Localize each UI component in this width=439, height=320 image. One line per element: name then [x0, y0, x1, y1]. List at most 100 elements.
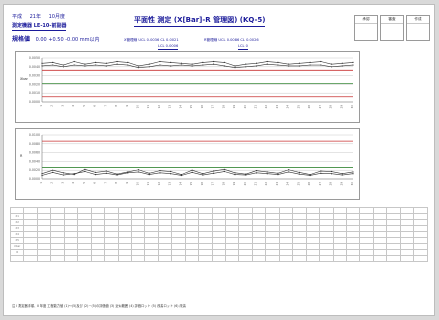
- data-point: [116, 60, 118, 63]
- x-tick-label: 23: [275, 182, 279, 186]
- x-tick-label: 27: [318, 182, 322, 186]
- data-point: [159, 64, 161, 66]
- data-point: [62, 64, 65, 66]
- data-point: [234, 172, 236, 174]
- table-cell: [278, 255, 294, 262]
- data-point: [148, 63, 150, 65]
- y-tick-label: 0.0050: [29, 56, 40, 60]
- data-point: [62, 172, 65, 174]
- data-point: [191, 65, 193, 67]
- data-point: [277, 172, 279, 174]
- table-row: X1: [9, 213, 428, 220]
- data-point: [255, 172, 258, 174]
- data-point: [84, 63, 86, 65]
- x-tick-label: 23: [275, 105, 279, 109]
- data-point: [212, 60, 215, 63]
- header-block: 平成 21年 10月度 測定機器 LE-10-前副器 規格値 0.00 +0.5…: [12, 13, 100, 43]
- data-point: [191, 169, 193, 171]
- table-cell: [399, 255, 415, 262]
- series-line-1: [41, 61, 354, 67]
- report-page: 平成 21年 10月度 測定機器 LE-10-前副器 規格値 0.00 +0.5…: [3, 4, 435, 316]
- table-cell: [171, 255, 186, 262]
- data-point: [330, 66, 333, 68]
- x-tick-label: 30: [350, 105, 354, 109]
- data-point: [309, 174, 311, 177]
- data-point: [105, 62, 107, 64]
- y-tick-label: 0.0020: [29, 168, 40, 172]
- data-point: [95, 61, 97, 63]
- data-point: [288, 171, 290, 173]
- table-cell: [211, 255, 227, 262]
- table-cell: [292, 255, 307, 262]
- x-tick-label: 6: [93, 182, 97, 184]
- stamp-label-author: 作成: [407, 16, 429, 24]
- data-point: [62, 174, 65, 176]
- data-point: [352, 61, 354, 63]
- data-point: [180, 174, 183, 177]
- table-cell: [413, 255, 428, 262]
- table-cell: [319, 255, 334, 262]
- footer-note: 注 Ⅰ 測定器手順、Ⅱ 年度 工程能力値 (1)～(5)及び (2)－(5)の評…: [12, 304, 186, 308]
- data-point: [41, 62, 43, 64]
- x-tick-label: 15: [189, 105, 193, 109]
- range-spec-line2: LCL 0: [238, 44, 248, 50]
- table-cell: [104, 255, 119, 262]
- y-tick-label: 0.0000: [29, 177, 40, 181]
- x-tick-label: 21: [253, 182, 257, 186]
- header-month: 10月度: [48, 14, 65, 20]
- data-point: [148, 174, 150, 176]
- data-point: [137, 169, 140, 171]
- header-period: 平成 21年 10月度: [12, 13, 100, 20]
- data-point: [298, 171, 300, 173]
- data-point: [266, 171, 268, 173]
- x-tick-label: 28: [329, 182, 333, 186]
- x-tick-label: 2: [50, 105, 54, 107]
- stamp-label-approve: 承認: [355, 16, 377, 24]
- data-point: [41, 174, 43, 177]
- data-point: [212, 63, 215, 65]
- x-tick-label: 29: [339, 105, 343, 109]
- data-point: [84, 65, 86, 67]
- header-era: 平成: [12, 14, 23, 20]
- data-point: [288, 63, 290, 65]
- x-tick-label: 21: [253, 105, 257, 109]
- data-point: [266, 60, 268, 63]
- x-tick-label: 7: [103, 182, 107, 184]
- x-tick-label: 15: [189, 182, 193, 186]
- range-spec-line1: R管理線 UCL 0.0086 CL 0.0026: [204, 38, 259, 42]
- range-control-spec: R管理線 UCL 0.0086 CL 0.0026 LCL 0: [204, 37, 259, 50]
- x-tick-label: 27: [318, 105, 322, 109]
- data-point: [180, 64, 183, 66]
- y-tick-label: 0.0020: [29, 82, 40, 86]
- x-tick-label: 20: [243, 105, 247, 109]
- data-point: [148, 66, 150, 68]
- table-cell: [238, 255, 253, 262]
- x-tick-label: 4: [71, 105, 75, 107]
- data-point: [127, 172, 129, 174]
- data-point: [127, 171, 129, 173]
- x-tick-label: 25: [296, 182, 300, 186]
- x-tick-label: 22: [264, 182, 268, 186]
- data-point: [288, 169, 290, 171]
- x-tick-label: 19: [232, 182, 236, 186]
- data-point: [277, 64, 279, 66]
- data-point: [73, 64, 75, 66]
- spec-label: 規格値: [12, 36, 31, 43]
- data-point: [277, 174, 279, 176]
- x-tick-label: 5: [82, 105, 86, 107]
- x-tick-label: 17: [211, 182, 215, 186]
- data-point: [116, 173, 118, 175]
- author-stamp-box: 作成: [406, 15, 430, 41]
- data-point: [223, 168, 225, 170]
- x-tick-label: 4: [71, 182, 75, 184]
- data-point: [73, 173, 75, 175]
- data-point: [127, 64, 129, 66]
- data-point: [266, 63, 268, 65]
- x-tick-label: 14: [178, 182, 182, 186]
- data-point: [62, 66, 65, 68]
- x-tick-label: 7: [103, 105, 107, 107]
- x-tick-label: 18: [221, 105, 225, 109]
- data-point: [84, 168, 86, 170]
- y-tick-label: 0.0040: [29, 159, 40, 163]
- x-tick-label: 24: [286, 105, 290, 109]
